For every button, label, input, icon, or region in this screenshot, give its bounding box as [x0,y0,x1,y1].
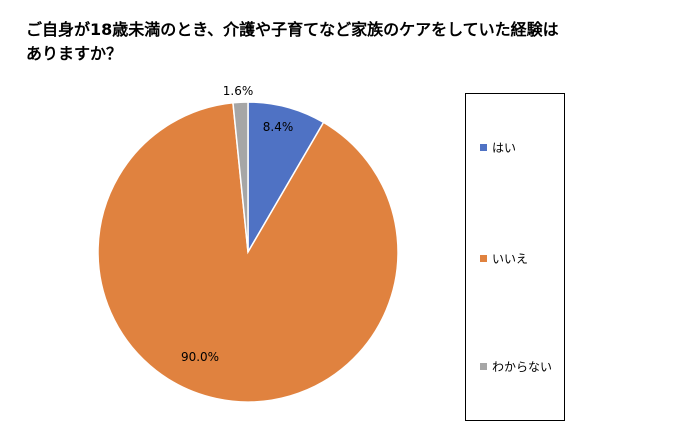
legend-swatch-hai [480,144,487,151]
chart-title-line-2: ありますか？ [26,44,123,63]
legend-label-iie: いいえ [492,252,529,266]
data-label-wakaranai: 1.6% [223,84,254,98]
legend-item-hai: はい [480,139,516,156]
chart-title: ご自身が18歳未満のとき、介護や子育てなど家族のケアをしていた経験は ありますか… [26,18,626,66]
pie-slice-iie [97,101,399,403]
pie-slice-wakaranai [232,101,249,253]
data-label-hai: 8.4% [263,120,294,134]
chart-title-line-1: ご自身が18歳未満のとき、介護や子育てなど家族のケアをしていた経験は [26,20,559,39]
legend-swatch-iie [480,255,487,262]
legend-label-wakaranai: わからない [492,360,553,374]
legend-swatch-wakaranai [480,363,487,370]
legend-label-hai: はい [492,141,517,155]
legend-item-wakaranai: わからない [480,358,552,375]
legend-item-iie: いいえ [480,250,528,267]
chart-legend: はい いいえ わからない [465,93,565,421]
data-label-iie: 90.0% [181,350,219,364]
